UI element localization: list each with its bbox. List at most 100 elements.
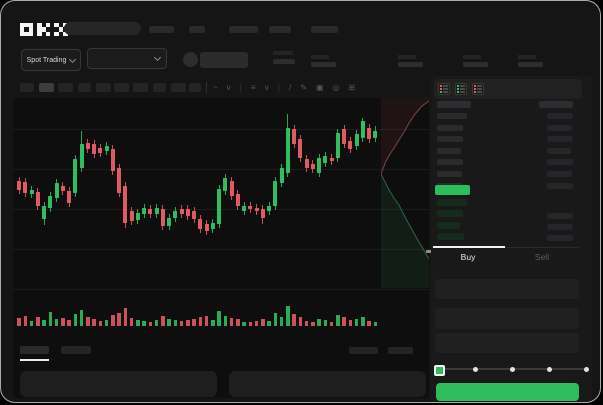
bid-price-cell[interactable] bbox=[437, 199, 467, 206]
indicators-icon[interactable]: ~ bbox=[213, 82, 218, 92]
fullscreen-icon[interactable]: ⊞ bbox=[348, 82, 356, 92]
timeframe-button[interactable] bbox=[171, 83, 186, 92]
slider-stop-dot[interactable] bbox=[546, 366, 552, 372]
pair-selector-dropdown[interactable] bbox=[87, 48, 167, 69]
depth-bids-area bbox=[381, 174, 429, 288]
book-bids-icon[interactable] bbox=[455, 83, 467, 95]
logo-glyph-O bbox=[20, 23, 34, 37]
book-asks-icon[interactable] bbox=[472, 83, 484, 95]
timeframe-button[interactable] bbox=[189, 83, 201, 92]
bottom-tab-active[interactable] bbox=[20, 346, 49, 354]
nav-item[interactable] bbox=[269, 26, 291, 33]
info-card[interactable] bbox=[20, 371, 217, 397]
last-price-bar[interactable] bbox=[435, 185, 470, 195]
volume-bar bbox=[179, 321, 184, 326]
bottom-tab[interactable] bbox=[61, 346, 91, 354]
nav-item[interactable] bbox=[311, 26, 338, 33]
total-input[interactable] bbox=[435, 333, 579, 353]
candle-body bbox=[185, 209, 190, 216]
candle-body bbox=[223, 178, 228, 191]
timeframe-button-active[interactable] bbox=[39, 83, 54, 92]
tab-sell[interactable]: Sell bbox=[534, 252, 550, 262]
candle-body bbox=[73, 159, 78, 193]
timeframe-button[interactable] bbox=[114, 83, 129, 92]
ask-price-cell[interactable] bbox=[437, 159, 463, 166]
bid-amount-cell[interactable] bbox=[547, 224, 573, 231]
draw-icon[interactable]: ✎ bbox=[300, 82, 307, 92]
bid-price-cell[interactable] bbox=[437, 210, 463, 218]
nav-item[interactable] bbox=[149, 26, 174, 33]
bottom-action[interactable] bbox=[349, 347, 378, 354]
candle-body bbox=[142, 208, 146, 214]
amount-input[interactable] bbox=[435, 308, 579, 329]
ask-amount-cell[interactable] bbox=[547, 182, 573, 189]
candle-body bbox=[273, 181, 278, 206]
buy-submit-button[interactable] bbox=[436, 383, 579, 401]
candle-body bbox=[129, 211, 134, 221]
slider-stop-dot[interactable] bbox=[583, 366, 589, 372]
book-both-icon[interactable] bbox=[438, 83, 450, 95]
volume-bar bbox=[317, 319, 321, 326]
ask-amount-cell[interactable] bbox=[547, 171, 572, 177]
ask-price-cell[interactable] bbox=[437, 113, 467, 119]
settings-icon[interactable]: ◎ bbox=[332, 82, 340, 92]
bid-price-cell[interactable] bbox=[437, 233, 464, 241]
candle-body bbox=[373, 131, 378, 138]
timeframe-button[interactable] bbox=[78, 83, 91, 92]
timeframe-button[interactable] bbox=[58, 83, 73, 92]
ask-price-cell[interactable] bbox=[437, 147, 461, 154]
candle-style-icon[interactable]: ≡ bbox=[251, 82, 256, 92]
ask-price-cell[interactable] bbox=[437, 171, 462, 177]
price-input[interactable] bbox=[435, 279, 579, 299]
depth-bids-line bbox=[381, 173, 429, 260]
bid-amount-cell[interactable] bbox=[547, 235, 573, 242]
timeframe-button[interactable] bbox=[153, 83, 166, 92]
slider-stop-dot[interactable] bbox=[509, 366, 515, 372]
timeframe-button[interactable] bbox=[20, 83, 34, 92]
volume-bar bbox=[367, 321, 371, 326]
candle-body bbox=[135, 213, 140, 220]
candle-body bbox=[367, 128, 371, 139]
avatar[interactable] bbox=[183, 52, 198, 67]
ask-amount-cell[interactable] bbox=[547, 113, 573, 119]
slider-stop-dot[interactable] bbox=[472, 366, 478, 372]
search-input[interactable] bbox=[64, 22, 141, 35]
nav-item[interactable] bbox=[189, 26, 205, 33]
ask-price-cell[interactable] bbox=[437, 136, 463, 143]
slider-handle[interactable] bbox=[434, 365, 445, 376]
nav-item[interactable] bbox=[229, 26, 258, 33]
header-button[interactable] bbox=[200, 52, 248, 68]
timeframe-button[interactable] bbox=[133, 83, 148, 92]
ask-amount-cell[interactable] bbox=[547, 147, 571, 154]
timeframe-button[interactable] bbox=[96, 83, 111, 92]
candle-body bbox=[17, 181, 21, 190]
order-panel: Buy Sell bbox=[431, 76, 592, 402]
chart-panel[interactable] bbox=[13, 98, 434, 398]
ask-price-cell[interactable] bbox=[437, 124, 463, 131]
trendline-icon[interactable]: / bbox=[289, 82, 292, 92]
market-type-dropdown[interactable]: Spot Trading bbox=[21, 49, 81, 71]
volume-bar bbox=[211, 320, 215, 326]
snapshot-icon[interactable]: ▣ bbox=[315, 82, 324, 92]
candle-body bbox=[173, 211, 178, 218]
ask-amount-cell[interactable] bbox=[547, 159, 573, 166]
divider bbox=[206, 82, 207, 93]
ask-amount-cell[interactable] bbox=[547, 124, 572, 131]
candle-body bbox=[348, 141, 353, 149]
bid-amount-cell[interactable] bbox=[547, 213, 573, 219]
bid-price-cell[interactable] bbox=[437, 221, 460, 229]
chevron-down-icon[interactable]: v bbox=[264, 82, 269, 92]
volume-bar bbox=[304, 321, 309, 326]
info-card[interactable] bbox=[229, 371, 426, 397]
volume-bar bbox=[292, 314, 296, 326]
amount-column-header bbox=[539, 101, 573, 108]
bottom-action[interactable] bbox=[388, 347, 413, 354]
chevron-down-icon[interactable]: v bbox=[226, 82, 231, 92]
tab-buy[interactable]: Buy bbox=[460, 252, 476, 262]
volume-bar bbox=[154, 320, 159, 326]
candle-body bbox=[354, 134, 359, 146]
gridline bbox=[13, 289, 429, 290]
ask-amount-cell[interactable] bbox=[547, 136, 573, 143]
candle-body bbox=[54, 183, 59, 198]
